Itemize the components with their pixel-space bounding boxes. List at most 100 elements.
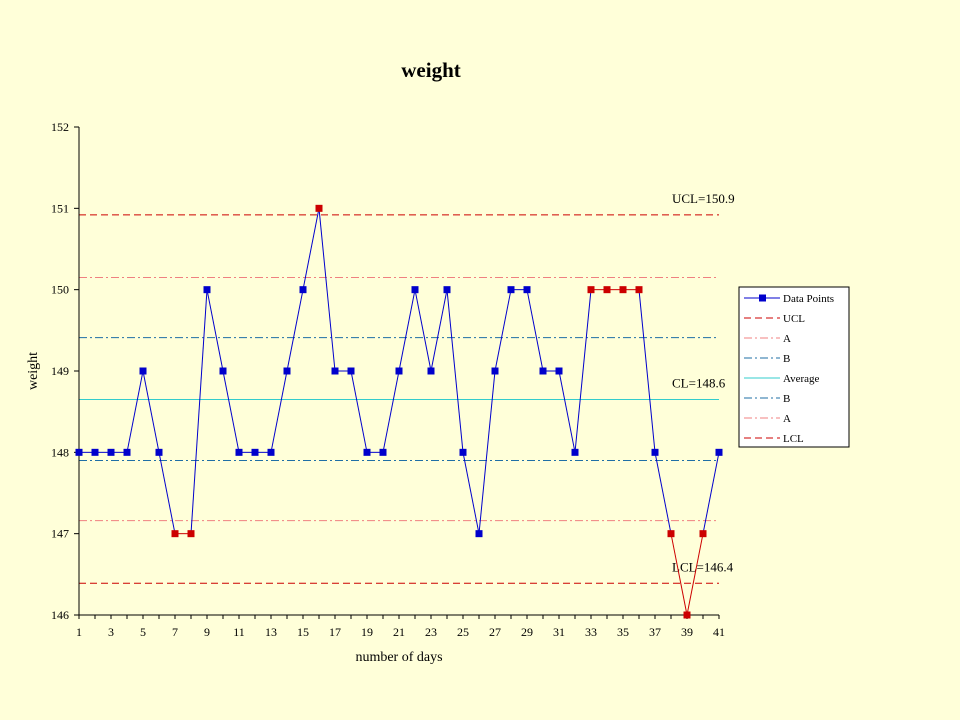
data-point xyxy=(683,611,691,619)
series-segment xyxy=(430,289,448,372)
legend-entry-label: Data Points xyxy=(783,293,834,305)
control-line-label-lcl: LCL=146.4 xyxy=(672,559,734,574)
y-tick-label: 152 xyxy=(51,120,69,134)
data-point xyxy=(363,448,371,456)
x-axis-label: number of days xyxy=(355,650,442,665)
data-point xyxy=(667,530,675,538)
data-point xyxy=(443,286,451,294)
legend-entry-label: A xyxy=(783,413,791,425)
x-tick-label: 5 xyxy=(140,625,146,639)
data-point xyxy=(203,286,211,294)
x-tick-label: 11 xyxy=(233,625,245,639)
x-tick-label: 35 xyxy=(617,625,629,639)
data-point xyxy=(539,367,547,375)
y-tick-label: 149 xyxy=(51,364,69,378)
data-point xyxy=(331,367,339,375)
x-tick-label: 17 xyxy=(329,625,341,639)
series-segment xyxy=(670,533,688,616)
series-segment xyxy=(302,208,320,290)
x-tick-label: 29 xyxy=(521,625,533,639)
legend-entry-label: A xyxy=(783,333,791,345)
data-point xyxy=(299,286,307,294)
x-tick-label: 9 xyxy=(204,625,210,639)
data-point xyxy=(411,286,419,294)
series-segment xyxy=(478,370,496,534)
x-tick-label: 39 xyxy=(681,625,693,639)
data-point xyxy=(379,448,387,456)
data-point xyxy=(155,448,163,456)
x-tick-label: 7 xyxy=(172,625,178,639)
x-tick-label: 15 xyxy=(297,625,309,639)
data-point xyxy=(123,448,131,456)
x-tick-label: 37 xyxy=(649,625,661,639)
data-point xyxy=(251,448,259,456)
data-point xyxy=(555,367,563,375)
y-axis-label: weight xyxy=(26,352,41,390)
data-point xyxy=(699,530,707,538)
y-tick-label: 146 xyxy=(51,608,69,622)
data-point xyxy=(619,286,627,294)
data-point xyxy=(523,286,531,294)
series-segment xyxy=(190,289,208,534)
x-tick-label: 25 xyxy=(457,625,469,639)
data-point xyxy=(347,367,355,375)
series-segment xyxy=(318,208,336,372)
data-point xyxy=(715,448,723,456)
series-segment xyxy=(574,289,592,453)
series-segment xyxy=(686,533,704,616)
data-point xyxy=(219,367,227,375)
legend-entry-label: B xyxy=(783,353,790,365)
series-segment xyxy=(142,370,160,453)
data-point xyxy=(107,448,115,456)
x-tick-label: 19 xyxy=(361,625,373,639)
legend-swatch-marker xyxy=(759,294,766,302)
data-point xyxy=(427,367,435,375)
x-tick-label: 41 xyxy=(713,625,725,639)
x-tick-label: 23 xyxy=(425,625,437,639)
x-tick-label: 13 xyxy=(265,625,277,639)
y-tick-label: 148 xyxy=(51,445,69,459)
legend-entry-label: B xyxy=(783,393,790,405)
control-line-label-ucl: UCL=150.9 xyxy=(672,191,735,206)
data-point xyxy=(491,367,499,375)
series-segment xyxy=(398,289,416,372)
data-point xyxy=(507,286,515,294)
series-segment xyxy=(654,452,672,534)
series-segment xyxy=(526,289,544,372)
series-segment xyxy=(462,452,480,534)
series-segment xyxy=(158,452,176,534)
data-point xyxy=(187,530,195,538)
x-tick-label: 21 xyxy=(393,625,405,639)
series-segment xyxy=(286,289,304,372)
control-line-label-average: CL=148.6 xyxy=(672,375,726,390)
series-segment xyxy=(126,370,144,453)
data-point xyxy=(75,448,83,456)
data-point xyxy=(459,448,467,456)
data-point xyxy=(283,367,291,375)
data-point xyxy=(139,367,147,375)
y-tick-label: 151 xyxy=(51,201,69,215)
data-point xyxy=(235,448,243,456)
y-tick-label: 147 xyxy=(51,527,69,541)
series-segment xyxy=(558,370,576,453)
series-segment xyxy=(702,452,720,534)
data-point xyxy=(587,286,595,294)
y-tick-label: 150 xyxy=(51,283,69,297)
series-segment xyxy=(638,289,656,453)
series-segment xyxy=(446,289,464,453)
x-tick-label: 1 xyxy=(76,625,82,639)
data-point xyxy=(635,286,643,294)
legend-entry-label: UCL xyxy=(783,313,805,325)
x-tick-label: 33 xyxy=(585,625,597,639)
chart-title: weight xyxy=(401,58,461,82)
series-segment xyxy=(270,370,288,453)
data-point xyxy=(315,204,323,212)
x-tick-label: 27 xyxy=(489,625,501,639)
legend-entry-label: LCL xyxy=(783,433,804,445)
x-tick-label: 31 xyxy=(553,625,565,639)
x-tick-label: 3 xyxy=(108,625,114,639)
series-segment xyxy=(494,289,512,372)
data-point xyxy=(571,448,579,456)
